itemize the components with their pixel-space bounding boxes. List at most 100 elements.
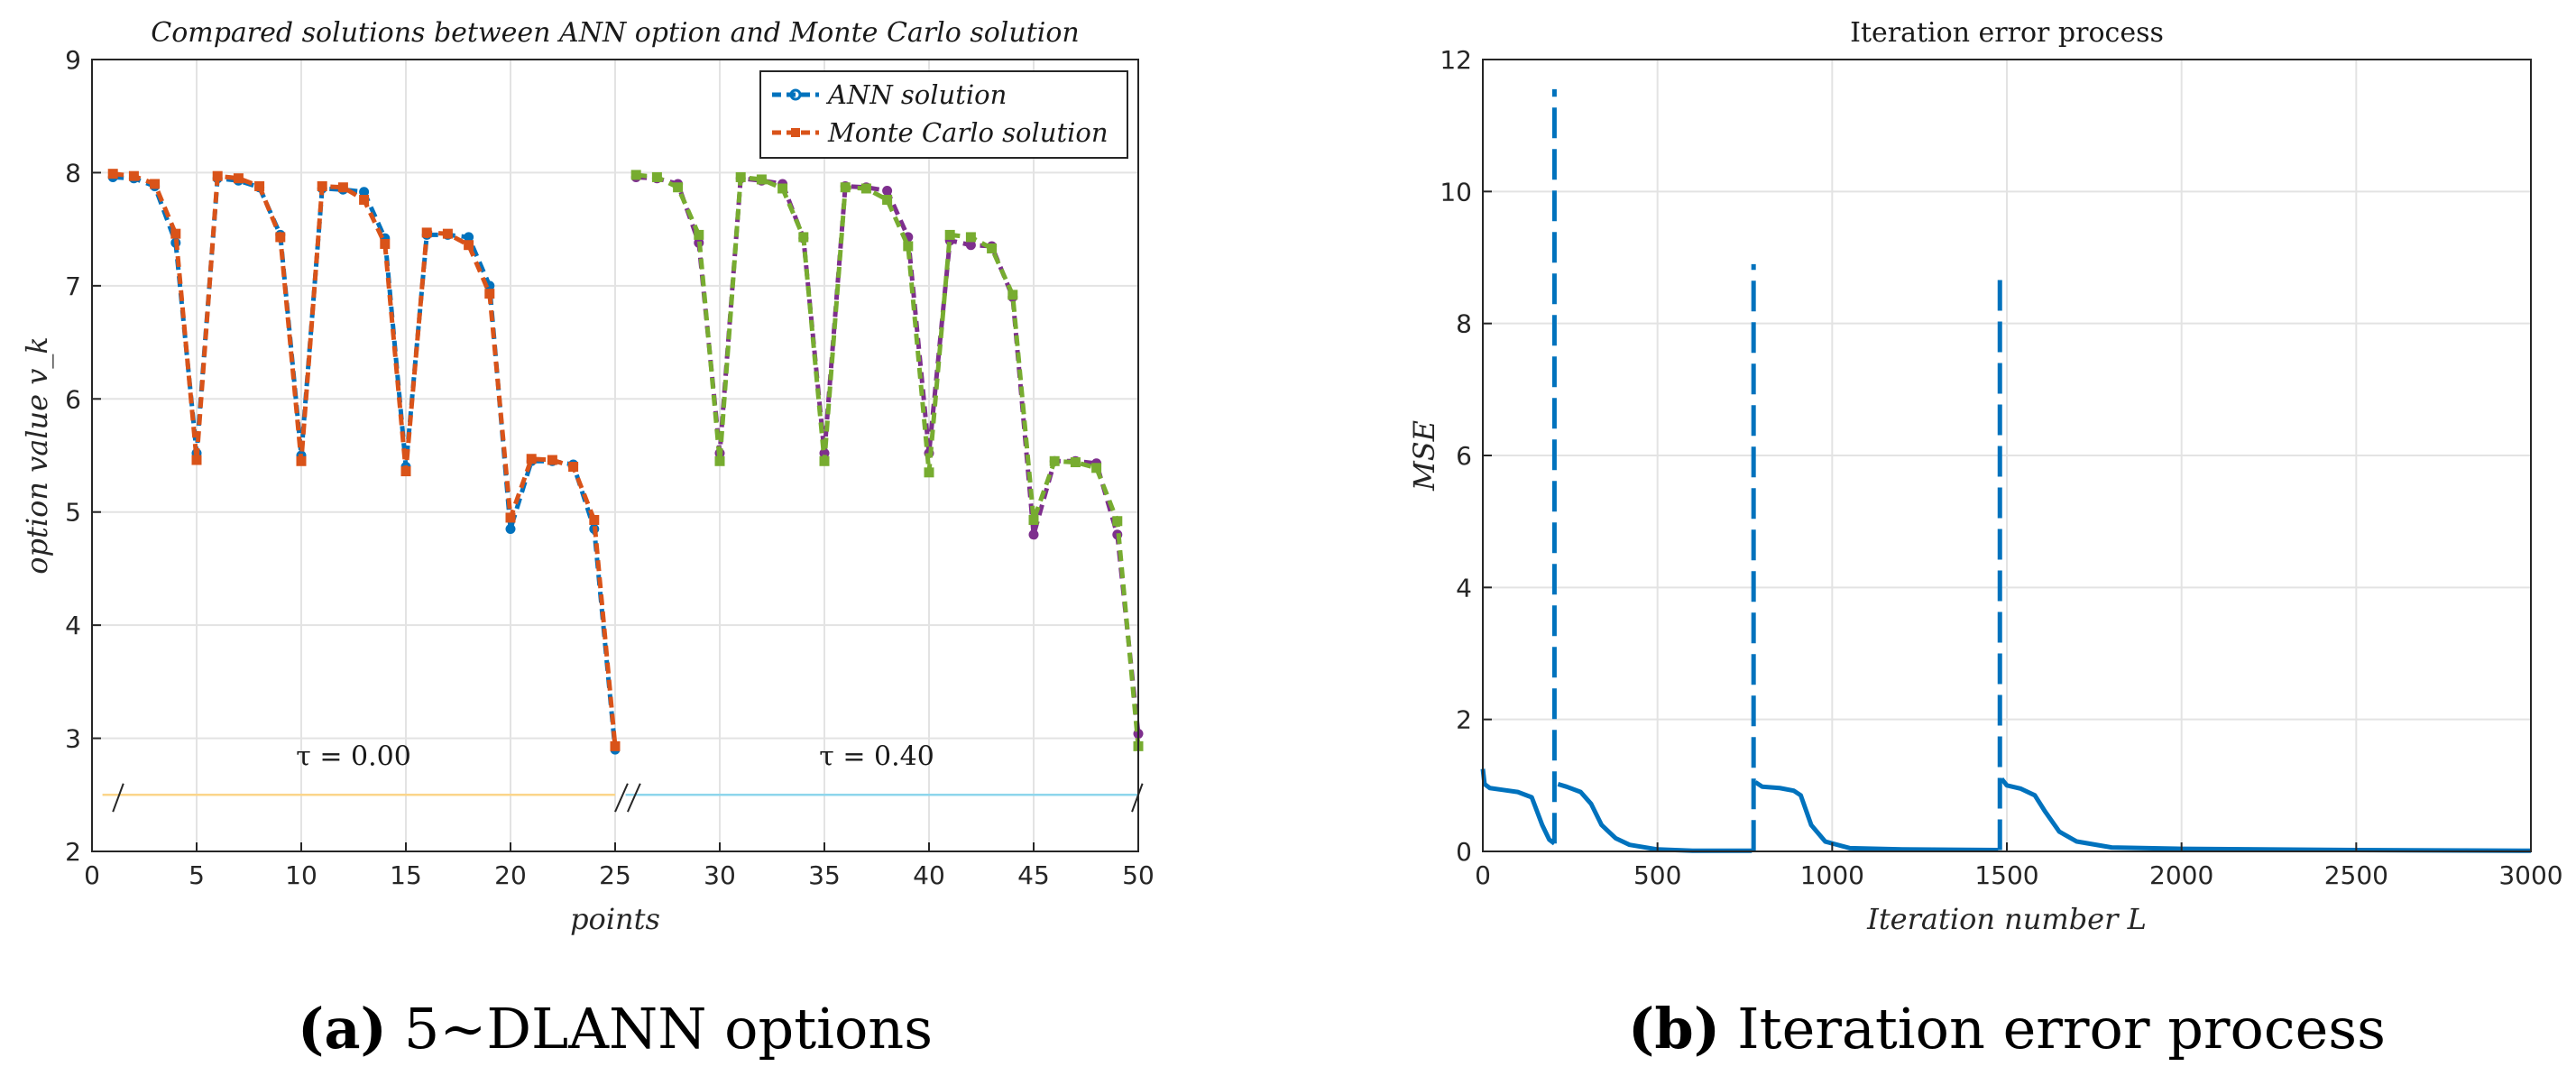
a-point-1 — [589, 514, 600, 525]
a-legend-box — [759, 70, 1128, 159]
a-y-axis-label-text: option value v_k — [20, 336, 54, 574]
a-point-3 — [714, 455, 725, 466]
a-point-2 — [1028, 529, 1039, 540]
a-xtick-label: 40 — [913, 860, 945, 890]
b-series-line-2 — [1753, 780, 1999, 853]
a-point-1 — [107, 169, 118, 179]
a-xtick-label: 20 — [494, 860, 527, 890]
a-point-1 — [505, 512, 516, 523]
b-xtick-label: 3000 — [2498, 860, 2562, 890]
a-point-1 — [254, 180, 265, 191]
a-annotations: τ = 0.00 τ = 0.40 — [296, 741, 934, 773]
a-point-3 — [630, 170, 641, 180]
b-ytick-label: 0 — [1456, 837, 1472, 867]
a-point-1 — [191, 455, 202, 465]
a-ytick-label: 4 — [65, 611, 81, 640]
a-series — [107, 169, 1144, 755]
a-point-0 — [464, 232, 474, 243]
a-point-3 — [777, 183, 788, 194]
b-y-axis-label: MSE — [1407, 420, 1441, 492]
a-point-3 — [987, 243, 998, 253]
caption-b-text: Iteration error process — [1737, 996, 2386, 1062]
a-ytick-label: 9 — [65, 45, 81, 75]
a-chart-title: Compared solutions between ANN option an… — [151, 17, 1080, 49]
caption-a-text: 5∼DLANN options — [404, 996, 933, 1062]
a-point-3 — [798, 232, 809, 243]
a-point-3 — [1112, 516, 1123, 527]
b-xtick-label: 1000 — [1800, 860, 1864, 890]
a-point-1 — [421, 227, 432, 238]
a-xtick-label: 50 — [1122, 860, 1155, 890]
a-point-1 — [442, 228, 453, 239]
a-ytick-label: 2 — [65, 837, 81, 867]
a-point-1 — [317, 180, 327, 191]
a-legend: ANN solution Monte Carlo solution — [759, 70, 1128, 159]
a-point-3 — [819, 455, 830, 466]
a-series-line-3 — [635, 172, 1141, 747]
a-break-slash — [1131, 783, 1144, 813]
caption-b-label: (b) — [1628, 996, 1720, 1062]
a-point-3 — [1091, 463, 1102, 474]
b-ytick-label: 8 — [1456, 309, 1472, 339]
b-gridlines — [1482, 59, 2532, 852]
b-xtick-label: 1500 — [1974, 860, 2038, 890]
a-point-1 — [526, 454, 537, 464]
a-series-line-2 — [636, 174, 1141, 734]
a-point-1 — [400, 466, 411, 477]
a-ytick-label: 8 — [65, 158, 81, 188]
a-xtick-label: 15 — [390, 860, 422, 890]
a-point-1 — [380, 238, 391, 249]
panel-b: 0 500 1000 1500 2000 2500 3000 0 2 4 6 8 10 12 Iterat… — [1407, 17, 2563, 936]
a-xtick-label: 0 — [84, 860, 100, 890]
a-point-1 — [275, 232, 286, 243]
b-y-axis-label-text: MSE — [1407, 420, 1441, 492]
a-point-3 — [735, 171, 746, 182]
caption-b: (b) Iteration error process — [1628, 996, 2386, 1062]
a-y-axis-label: option value v_k — [20, 336, 54, 574]
a-point-3 — [882, 195, 893, 206]
b-series-line-1 — [1557, 781, 1753, 853]
a-tau-label: τ = 0.40 — [819, 741, 934, 773]
a-ytick-label: 5 — [65, 498, 81, 528]
a-point-3 — [965, 232, 976, 243]
b-xtick-label: 2500 — [2324, 860, 2388, 890]
a-point-1 — [296, 455, 307, 466]
a-xtick-label: 30 — [704, 860, 736, 890]
a-xtick-label: 35 — [808, 860, 841, 890]
a-legend-label-mc: Monte Carlo solution — [827, 117, 1109, 148]
a-x-axis-label: points — [570, 902, 660, 936]
a-point-1 — [568, 462, 579, 473]
a-point-2 — [965, 240, 976, 251]
b-ytick-label: 4 — [1456, 573, 1472, 602]
b-x-axis-label: Iteration number L — [1866, 902, 2147, 936]
a-point-0 — [359, 187, 370, 198]
caption-a-label: (a) — [298, 996, 387, 1062]
b-xtick-label: 2000 — [2149, 860, 2213, 890]
a-point-1 — [359, 195, 370, 206]
a-point-3 — [651, 171, 662, 182]
a-xtick-label: 10 — [285, 860, 317, 890]
a-point-3 — [1007, 290, 1018, 300]
a-point-3 — [1028, 514, 1039, 525]
a-point-1 — [464, 240, 474, 251]
a-point-1 — [128, 170, 139, 181]
a-xtick-label: 5 — [189, 860, 205, 890]
a-point-1 — [484, 289, 495, 299]
b-ytick-label: 6 — [1456, 441, 1472, 471]
a-ytick-label: 7 — [65, 271, 81, 301]
a-legend-marker-mc — [791, 128, 800, 137]
a-point-1 — [233, 173, 244, 184]
b-ticks: 0 500 1000 1500 2000 2500 3000 0 2 4 6 8 10 12 — [1440, 45, 2562, 890]
a-point-3 — [1070, 457, 1081, 468]
b-chart-title: Iteration error process — [1850, 17, 2164, 49]
a-xtick-label: 45 — [1017, 860, 1050, 890]
a-point-3 — [694, 229, 704, 240]
a-point-3 — [903, 241, 914, 252]
b-xtick-label: 500 — [1633, 860, 1681, 890]
a-legend-marker-ann — [789, 88, 802, 101]
caption-a: (a) 5∼DLANN options — [298, 996, 933, 1062]
a-point-3 — [756, 174, 767, 185]
